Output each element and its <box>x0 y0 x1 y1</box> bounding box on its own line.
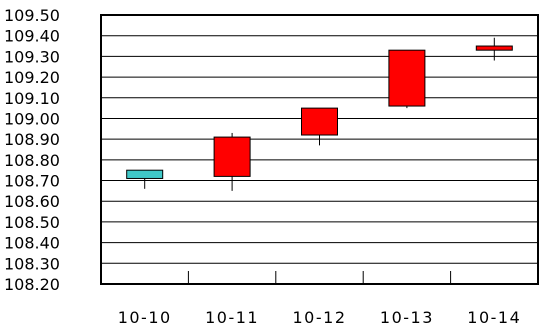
plot-frame <box>100 14 539 285</box>
x-tick-label: 10-12 <box>293 308 347 326</box>
candle-body <box>388 49 426 107</box>
y-tick-label: 109.10 <box>4 89 60 108</box>
candle-10-14 <box>475 37 513 61</box>
candle-10-10 <box>126 169 164 189</box>
y-tick-label: 109.50 <box>4 6 60 25</box>
y-tick-label: 108.40 <box>4 234 60 253</box>
x-tick-label: 10-14 <box>467 308 521 326</box>
candle-10-12 <box>301 107 338 146</box>
candle-10-13 <box>388 49 426 109</box>
candle-body <box>213 136 251 177</box>
y-tick-label: 108.80 <box>4 151 60 170</box>
candle-10-11 <box>213 132 251 191</box>
y-tick-label: 109.20 <box>4 68 60 87</box>
y-tick-label: 109.30 <box>4 47 60 66</box>
candle-body <box>126 169 164 179</box>
candles <box>126 37 513 191</box>
y-tick-label: 108.60 <box>4 192 60 211</box>
y-tick-label: 108.70 <box>4 172 60 191</box>
y-tick-label: 108.30 <box>4 254 60 273</box>
y-tick-label: 108.90 <box>4 130 60 149</box>
x-tick-label: 10-11 <box>205 308 259 326</box>
grid-lines <box>101 35 538 264</box>
y-tick-label: 109.40 <box>4 27 60 46</box>
y-tick-label: 108.50 <box>4 213 60 232</box>
x-tick-label: 10-13 <box>380 308 434 326</box>
candle-body <box>475 45 513 51</box>
y-tick-label: 109.00 <box>4 109 60 128</box>
candle-body <box>301 107 338 136</box>
x-axis-tick-labels: 10-10 10-11 10-12 10-13 10-14 <box>118 271 521 326</box>
x-tick-label: 10-10 <box>118 308 172 326</box>
y-tick-label: 108.20 <box>4 275 60 294</box>
